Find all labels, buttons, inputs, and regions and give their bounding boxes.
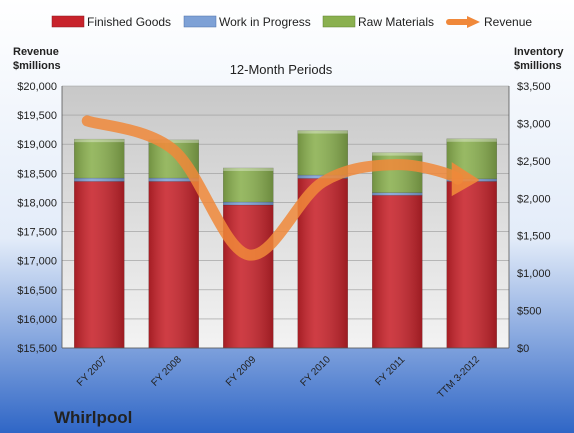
right-tick-label: $2,000 — [517, 193, 551, 205]
bar-top-highlight — [223, 167, 274, 171]
bar-top-highlight — [446, 138, 497, 142]
legend-item-finished-goods: Finished Goods — [51, 15, 171, 29]
left-tick-label: $18,500 — [17, 168, 57, 180]
chart-subtitle: 12-Month Periods — [230, 62, 333, 77]
left-tick-label: $15,500 — [17, 343, 57, 355]
bar-top-highlight — [372, 152, 423, 156]
left-axis-title-line2: $millions — [13, 60, 61, 72]
legend-label-finished-goods: Finished Goods — [87, 15, 171, 29]
bar-shade-raw-materials — [372, 152, 423, 193]
bar-shade-finished-goods — [223, 205, 274, 348]
company-name: Whirlpool — [54, 408, 132, 427]
left-tick-label: $19,000 — [17, 139, 57, 151]
line-layer — [81, 115, 480, 261]
legend-item-revenue: Revenue — [446, 15, 532, 29]
bar-top-highlight — [74, 139, 125, 143]
left-tick-label: $20,000 — [17, 81, 57, 93]
legend-label-work-in-progress: Work in Progress — [219, 15, 311, 29]
legend-item-work-in-progress: Work in Progress — [183, 15, 311, 29]
left-tick-label: $17,000 — [17, 256, 57, 268]
bar-shade-finished-goods — [148, 181, 199, 348]
bar-top-highlight — [148, 139, 199, 143]
bar-shade-work-in-progress — [74, 178, 125, 182]
left-tick-label: $17,500 — [17, 227, 57, 239]
legend-swatch-finished-goods — [51, 15, 85, 28]
left-tick-label: $18,000 — [17, 197, 57, 209]
bar-shade-raw-materials — [74, 139, 125, 179]
bar-top-highlight — [297, 130, 348, 134]
bar-shade-raw-materials — [297, 130, 348, 176]
bar-shade-work-in-progress — [148, 178, 199, 182]
bar-shade-finished-goods — [446, 181, 497, 348]
left-tick-label: $16,000 — [17, 314, 57, 326]
legend-label-revenue: Revenue — [484, 15, 532, 29]
right-tick-label: $0 — [517, 343, 529, 355]
revenue-line — [81, 115, 464, 261]
left-axis-title-line1: Revenue — [13, 46, 59, 58]
legend-arrow-revenue — [467, 16, 480, 28]
right-tick-label: $2,500 — [517, 156, 551, 168]
right-tick-label: $500 — [517, 306, 541, 318]
legend-label-raw-materials: Raw Materials — [358, 15, 434, 29]
right-tick-label: $3,000 — [517, 118, 551, 130]
bar-shade-raw-materials — [223, 167, 274, 203]
legend-swatch-work-in-progress — [183, 15, 217, 28]
right-axis-title-line1: Inventory — [514, 46, 564, 58]
left-tick-label: $19,500 — [17, 110, 57, 122]
right-tick-label: $1,000 — [517, 268, 551, 280]
bar-shade-finished-goods — [372, 195, 423, 348]
right-tick-label: $3,500 — [517, 81, 551, 93]
legend-item-raw-materials: Raw Materials — [322, 15, 434, 29]
revenue-arrowhead — [451, 162, 480, 197]
left-tick-label: $16,500 — [17, 285, 57, 297]
bar-shade-work-in-progress — [372, 192, 423, 196]
right-tick-label: $1,500 — [517, 231, 551, 243]
legend-swatch-raw-materials — [322, 15, 356, 28]
bar-shade-work-in-progress — [223, 202, 274, 206]
right-axis-title-line2: $millions — [514, 60, 562, 72]
bar-shade-finished-goods — [74, 181, 125, 348]
legend: Finished Goods Work in Progress Raw Mate… — [51, 15, 532, 29]
